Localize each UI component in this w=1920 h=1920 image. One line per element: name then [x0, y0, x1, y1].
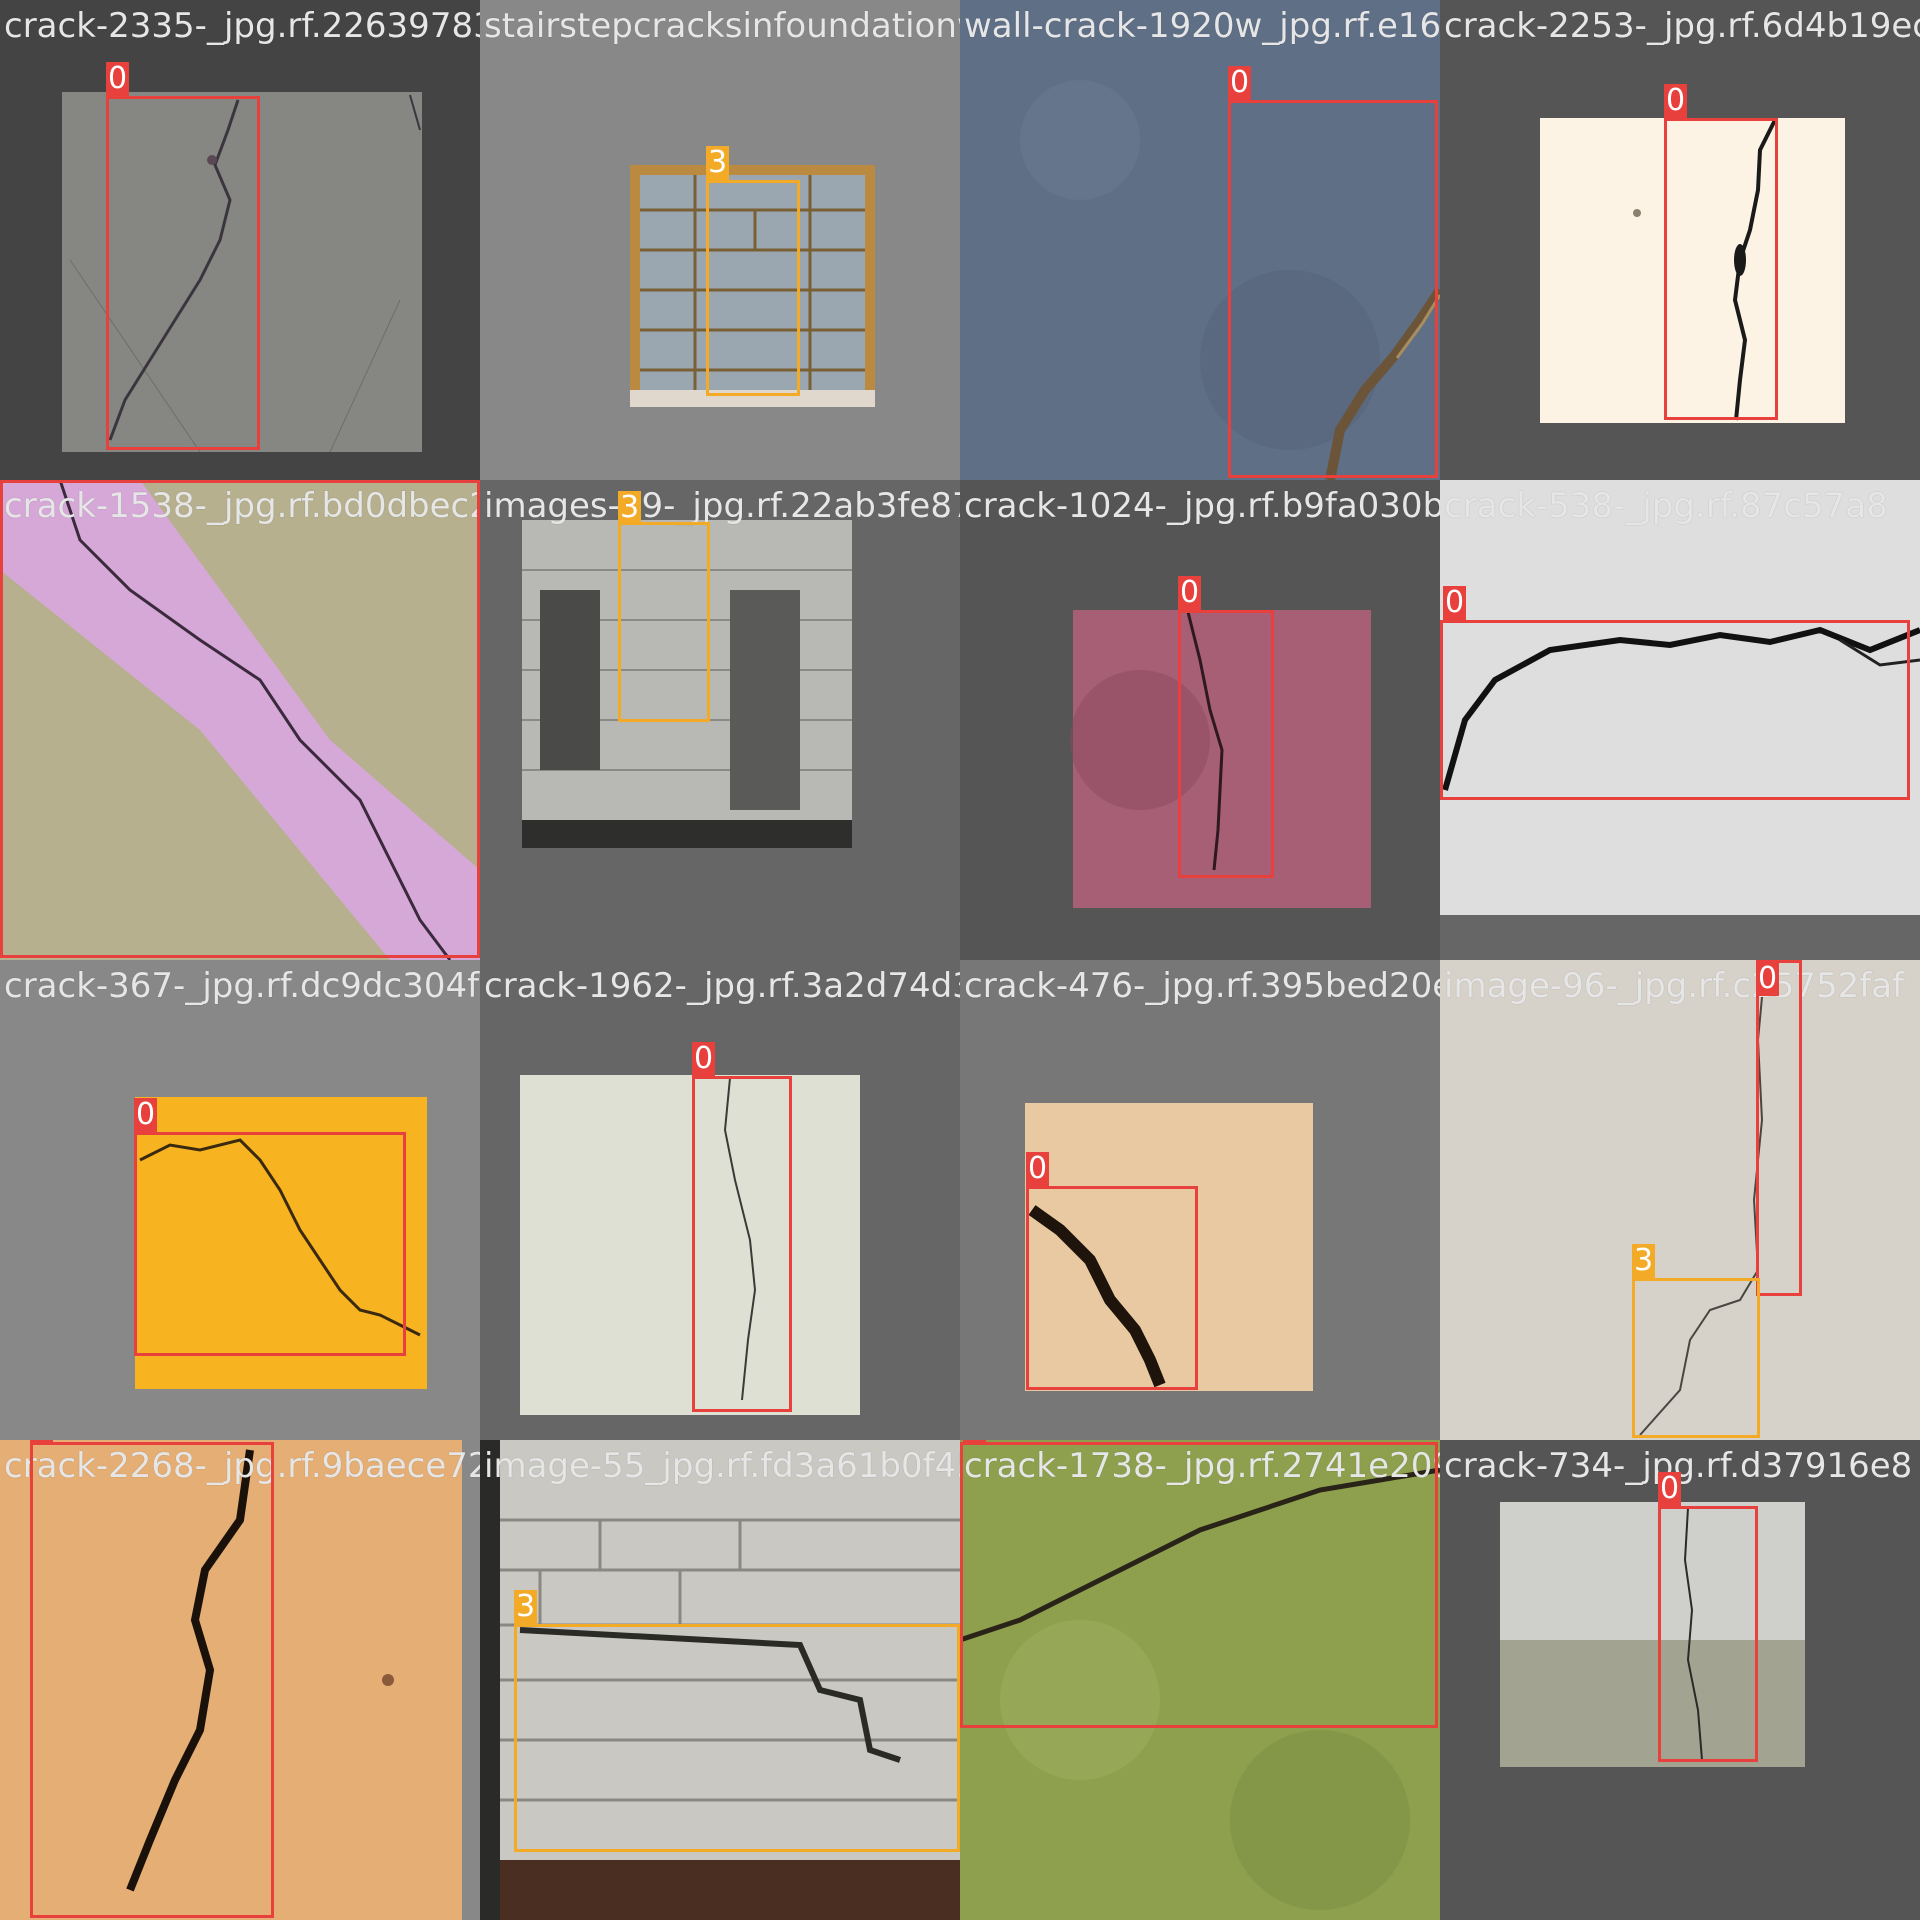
mosaic-tile-9: crack-367-_jpg.rf.dc9dc304f6d49219712ab6… [0, 960, 480, 1440]
bounding-box: 0 [1178, 576, 1274, 878]
class-label: 0 [1026, 1151, 1050, 1186]
class-label: 0 [30, 1440, 54, 1445]
bounding-box: 0 [692, 1042, 792, 1412]
bounding-box: 0 [1440, 586, 1910, 800]
crack-photo [1540, 118, 1845, 423]
class-label: 0 [1664, 83, 1688, 118]
crack-photo [1440, 960, 1920, 1440]
class-label: 0 [1228, 65, 1252, 100]
mosaic-tile-15: crack-1738-_jpg.rf.2741e209ca5681203a4c6… [960, 1440, 1440, 1920]
class-label: 0 [3, 480, 27, 483]
mosaic-tile-8: crack-538-_jpg.rf.87c57a8 0 [1440, 480, 1920, 960]
class-label: 0 [1658, 1471, 1682, 1506]
bounding-box: 3 [514, 1590, 960, 1852]
bounding-box: 0 [960, 1440, 1438, 1728]
crack-photo [1500, 1502, 1805, 1767]
bounding-box: 0 [0, 480, 480, 958]
crack-photo [135, 1097, 427, 1389]
mosaic-tile-14: image-55_jpg.rf.fd3a61b0f45200b25738c2de… [480, 1440, 960, 1920]
foundation-wall-photo [630, 165, 875, 407]
class-label: 0 [1756, 961, 1780, 996]
class-label: 0 [1178, 575, 1202, 610]
crack-photo [520, 1075, 860, 1415]
bounding-box: 0 [134, 1098, 406, 1356]
block-wall-photo [480, 1440, 960, 1920]
class-label: 3 [706, 145, 730, 180]
crack-photo [1070, 610, 1371, 908]
mosaic-tile-12: image-96-_jpg.rf.c25752faf 0 3 [1440, 960, 1920, 1440]
mosaic-tile-6: images-39-_jpg.rf.22ab3fe870fad44021d0eb… [480, 480, 960, 960]
mosaic-tile-3: wall-crack-1920w_jpg.rf.e16b4cf2f2dd1228… [960, 0, 1440, 480]
mosaic-tile-2: stairstepcracksinfoundationwall-1920w_jp… [480, 0, 960, 480]
mosaic-tile-10: crack-1962-_jpg.rf.3a2d74d3e7ad57706d958… [480, 960, 960, 1440]
bounding-box: 3 [706, 146, 800, 396]
class-label: 0 [106, 61, 130, 96]
class-label: 0 [963, 1440, 987, 1445]
mosaic-tile-11: crack-476-_jpg.rf.395bed20e2b63f959edeb … [960, 960, 1440, 1440]
bounding-box: 0 [30, 1440, 274, 1918]
bounding-box: 3 [618, 491, 710, 722]
class-label: 0 [1443, 585, 1467, 620]
class-label: 3 [1632, 1243, 1656, 1278]
bounding-box: 0 [1026, 1152, 1198, 1390]
crack-photo [1025, 1103, 1313, 1391]
bounding-box: 0 [106, 62, 260, 450]
bounding-box: 0 [1658, 1472, 1758, 1762]
crack-photo [62, 92, 422, 453]
mosaic-tile-7: crack-1024-_jpg.rf.b9fa030b2b3c5e6dd5 0 [960, 480, 1440, 960]
crack-photo [960, 1440, 1440, 1920]
crack-photo [960, 0, 1440, 480]
crack-photo [1440, 480, 1920, 960]
class-label: 3 [618, 490, 642, 525]
crack-photo [0, 1440, 462, 1920]
bounding-box: 0 [1756, 960, 1802, 1296]
workers-photo [522, 520, 852, 848]
class-label: 0 [692, 1041, 716, 1076]
class-label: 0 [134, 1097, 158, 1132]
bounding-box: 0 [1228, 66, 1438, 478]
mosaic-tile-13: crack-2268-_jpg.rf.9baece72baad0750d9365… [0, 1440, 480, 1920]
mosaic-tile-16: crack-734-_jpg.rf.d37916e8 0 [1440, 1440, 1920, 1920]
crack-photo [0, 480, 480, 960]
mosaic-tile-5: crack-1538-_jpg.rf.bd0dbec2c2624f5e9e48c… [0, 480, 480, 960]
bounding-box: 3 [1632, 1244, 1760, 1438]
bounding-box: 0 [1664, 84, 1778, 420]
mosaic-tile-4: crack-2253-_jpg.rf.6d4b19ec 0 [1440, 0, 1920, 480]
mosaic-tile-1: crack-2335-_jpg.rf.22639783708239d546182… [0, 0, 480, 480]
class-label: 3 [514, 1589, 538, 1624]
